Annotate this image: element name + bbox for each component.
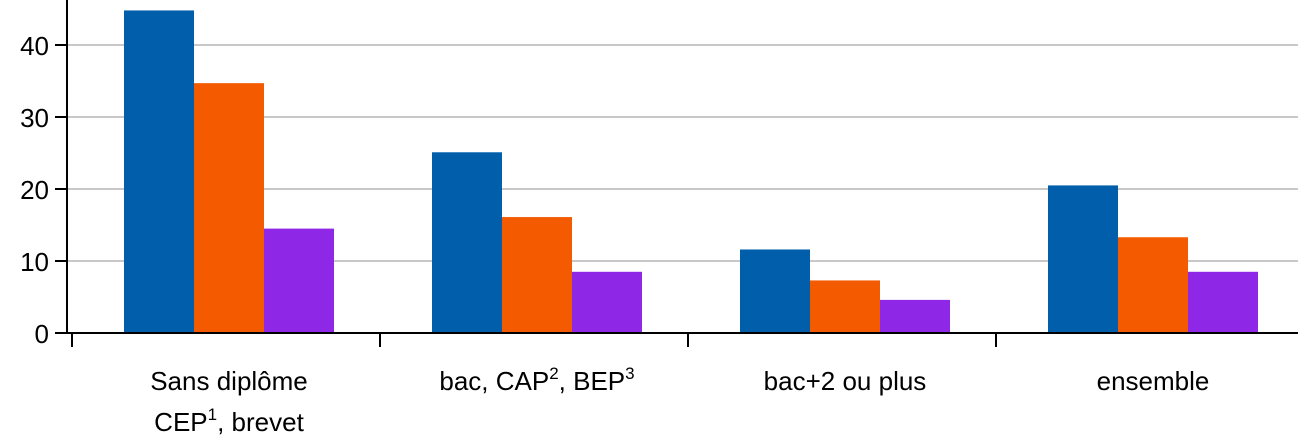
label-text: bac+2 ou plus (764, 366, 927, 396)
category-label-1-line-1: Sans diplôme (150, 366, 308, 396)
labels: 0 10 20 30 40 Sans diplôme CEP1, brevet bac, CA… (20, 31, 1209, 437)
y-tick-label-30: 30 (20, 103, 49, 133)
y-tick-label-0: 0 (35, 319, 49, 349)
y-tick-label-10: 10 (20, 247, 49, 277)
category-label-3-line-1: bac+2 ou plus (764, 366, 927, 396)
bar-series1-cat1 (124, 10, 194, 333)
superscript-note: 1 (208, 405, 217, 424)
bars (124, 10, 1258, 333)
label-text: CEP (154, 407, 207, 437)
axes (55, 0, 1298, 347)
category-label-4-line-1: ensemble (1097, 366, 1210, 396)
bar-series3-cat2 (572, 271, 642, 333)
label-text: Sans diplôme (150, 366, 308, 396)
label-text: , brevet (217, 407, 304, 437)
bar-series2-cat3 (810, 280, 880, 333)
y-tick-label-20: 20 (20, 175, 49, 205)
category-label-1-line-2: CEP1, brevet (154, 405, 304, 437)
bar-series1-cat4 (1048, 185, 1118, 333)
bar-series2-cat2 (502, 217, 572, 333)
bar-series2-cat4 (1118, 237, 1188, 333)
bar-series3-cat1 (264, 228, 334, 333)
label-text: bac, CAP (439, 366, 549, 396)
superscript-note: 2 (549, 364, 558, 383)
bar-series1-cat2 (432, 152, 502, 333)
category-label-2-line-1: bac, CAP2, BEP3 (439, 364, 634, 396)
bar-series3-cat4 (1188, 271, 1258, 333)
bar-series1-cat3 (740, 249, 810, 333)
bar-series3-cat3 (880, 299, 950, 333)
label-text: ensemble (1097, 366, 1210, 396)
y-tick-label-40: 40 (20, 31, 49, 61)
bar-series2-cat1 (194, 83, 264, 333)
superscript-note: 3 (625, 364, 634, 383)
label-text: , BEP (559, 366, 625, 396)
